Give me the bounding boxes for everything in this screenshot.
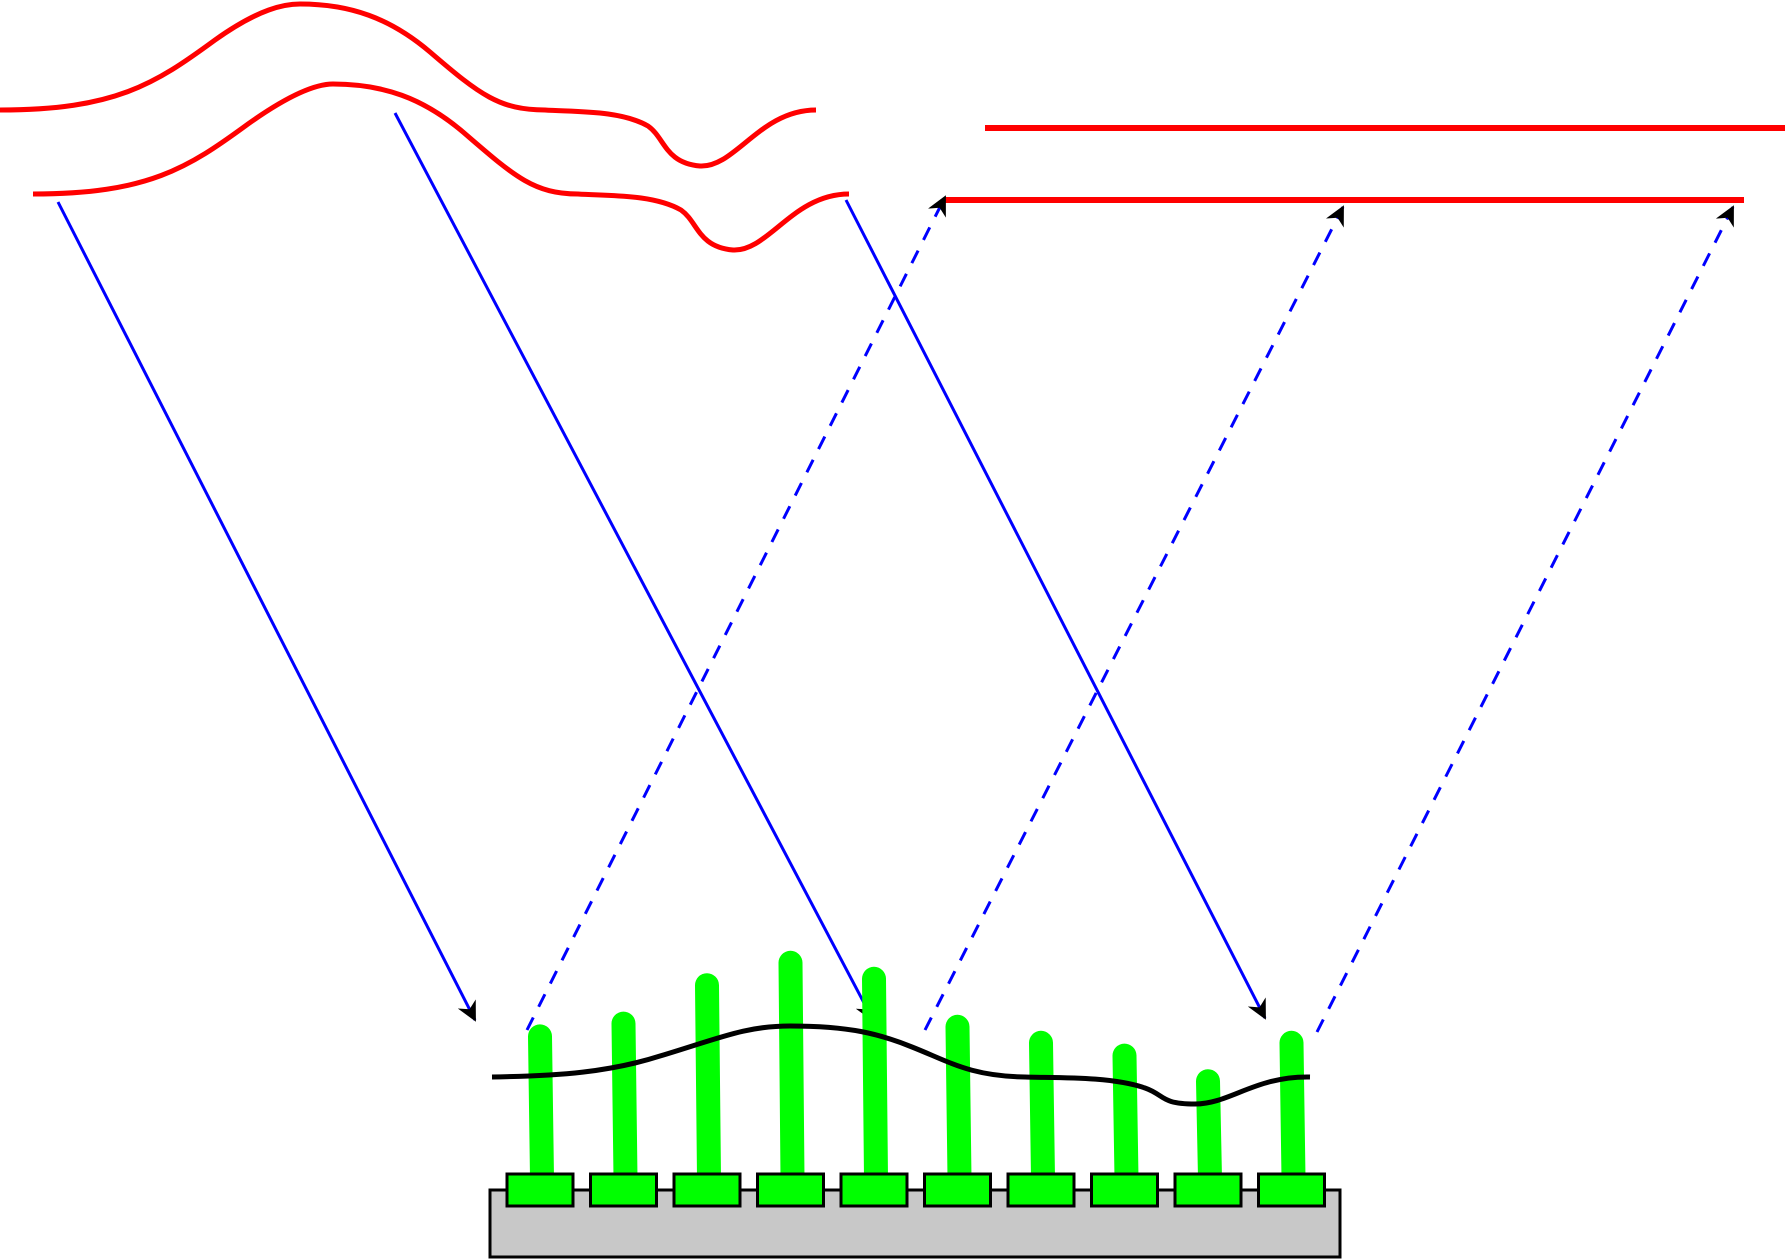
mirror-surface [491, 1023, 1311, 1107]
reflected-ray-1 [525, 195, 947, 1031]
actuator-stem [778, 950, 805, 1190]
actuator-stem [1196, 1069, 1222, 1190]
actuator-stem [528, 1024, 554, 1190]
incident-ray-2 [393, 112, 875, 1022]
actuator-stem [945, 1014, 972, 1190]
incident-ray-1 [56, 201, 477, 1022]
actuator-foot [839, 1172, 909, 1208]
actuator-foot [1090, 1172, 1159, 1208]
incident-rays [56, 112, 1267, 1022]
actuator-foot [756, 1172, 825, 1208]
actuator-stem [1029, 1030, 1055, 1190]
actuator-stem [695, 973, 721, 1190]
actuator-foot [672, 1172, 742, 1208]
incoming-wavefront-2 [32, 81, 850, 253]
actuator-stem [1279, 1030, 1306, 1190]
actuator-foot [589, 1172, 658, 1208]
actuator-foot [1173, 1172, 1243, 1208]
actuator-array [505, 950, 1326, 1208]
actuator-foot [1006, 1172, 1076, 1208]
actuator-foot [505, 1172, 575, 1208]
reflected-ray-2 [923, 205, 1345, 1031]
incoming-wavefronts [0, 1, 850, 253]
actuator-stem [862, 966, 888, 1190]
actuator-stem [1112, 1043, 1139, 1190]
incoming-wavefront-1 [0, 1, 817, 169]
reflected-rays [525, 195, 1735, 1033]
actuator-stem [611, 1011, 638, 1190]
actuator-foot [1257, 1172, 1326, 1208]
actuator-foot [923, 1172, 992, 1208]
incident-ray-3 [844, 199, 1267, 1020]
reflected-ray-3 [1315, 205, 1735, 1033]
outgoing-wavefronts [944, 125, 1785, 203]
